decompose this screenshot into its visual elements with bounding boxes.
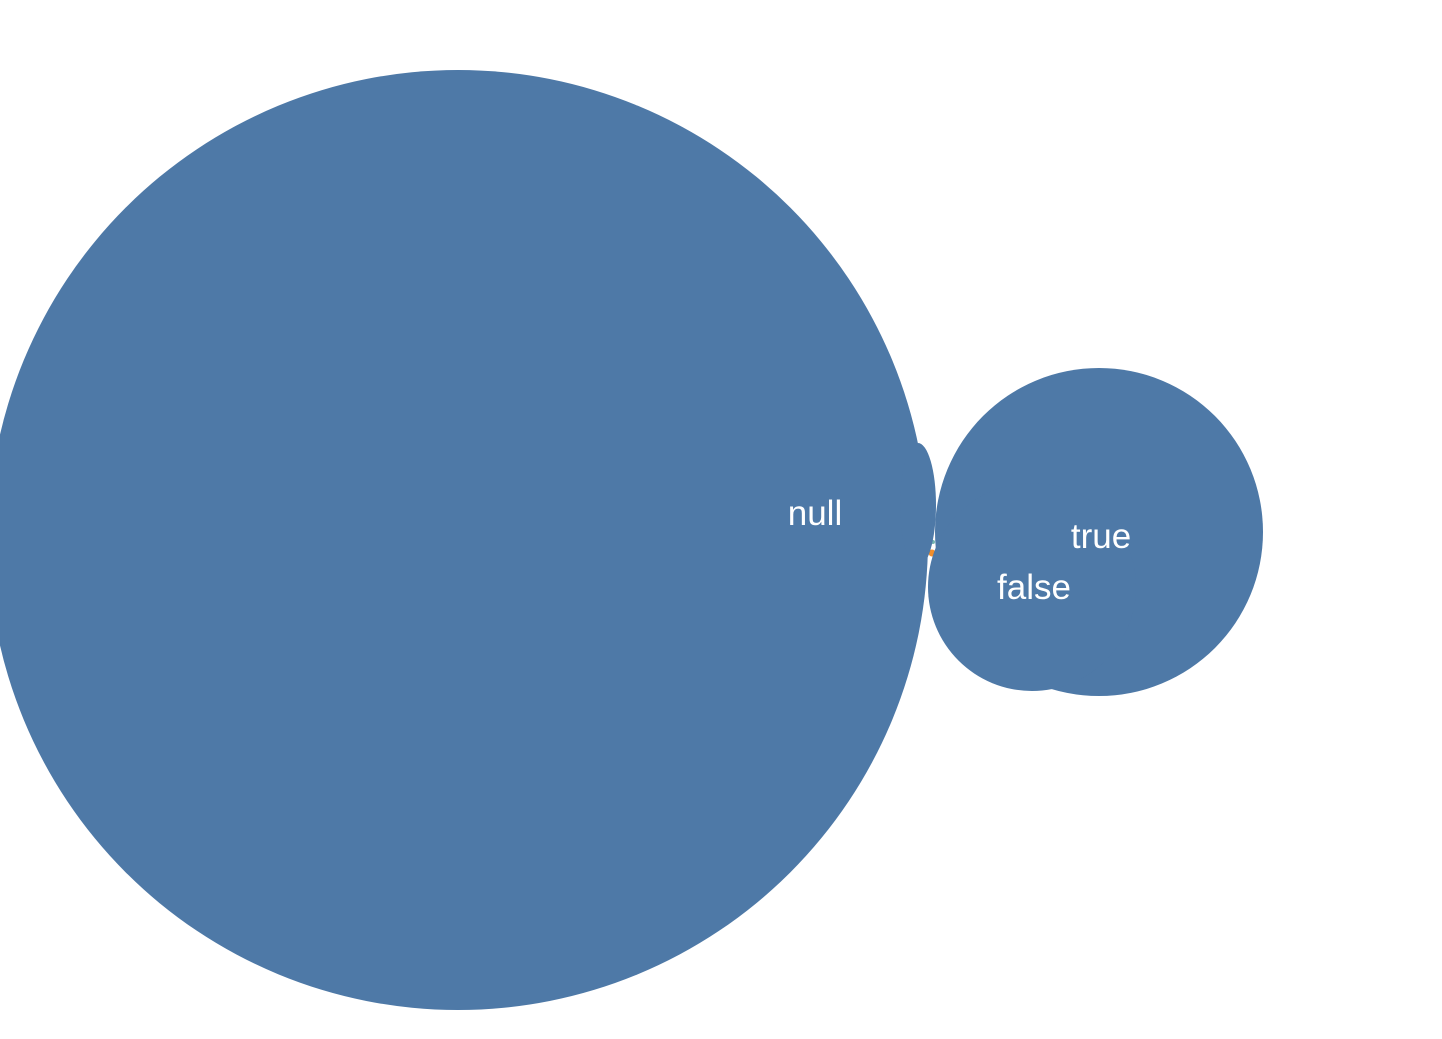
bubble-label-null: null <box>788 494 842 533</box>
bubble-label-false: false <box>997 568 1071 607</box>
bubble-circle-null[interactable] <box>0 70 928 1010</box>
bubble-false[interactable] <box>928 483 1136 691</box>
bubble-connector <box>900 443 936 567</box>
bubble-circle-false[interactable] <box>928 483 1136 691</box>
bubble-label-true: true <box>1071 517 1131 556</box>
bubble-null[interactable] <box>0 70 928 1010</box>
